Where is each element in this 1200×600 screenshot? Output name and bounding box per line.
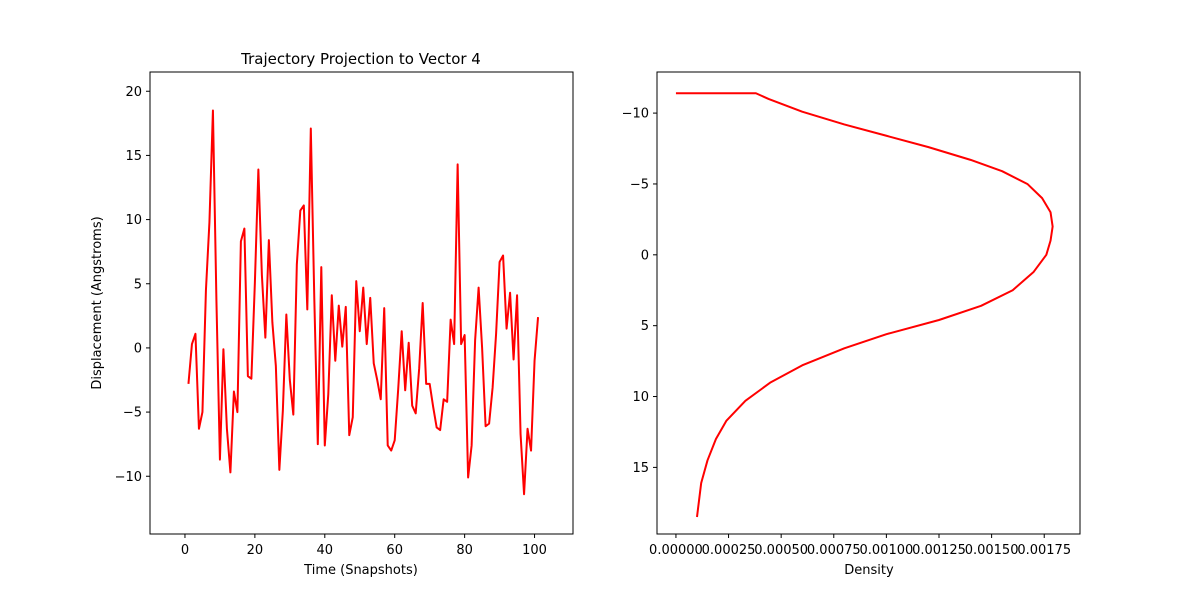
y-tick-label: 10	[632, 390, 649, 405]
data-line	[675, 92, 1054, 518]
x-tick-label: 0.00125	[912, 543, 966, 558]
y-tick-label: 5	[641, 319, 649, 334]
y-tick-label: 20	[125, 85, 142, 100]
x-tick-label: 20	[247, 543, 264, 558]
density-x-axis-label: Density	[844, 563, 894, 578]
x-tick-label: 100	[522, 543, 547, 558]
y-tick-label: 10	[125, 213, 142, 228]
trajectory-panel: Trajectory Projection to Vector 4 0 20 40 6…	[90, 50, 574, 578]
y-tick-label: 0	[641, 248, 649, 263]
x-tick-label: 0.00000	[649, 543, 703, 558]
y-tick-label: 5	[134, 277, 142, 292]
y-tick-label: −10	[115, 470, 142, 485]
x-tick-label: 0.00175	[1017, 543, 1071, 558]
y-tick-label: −10	[622, 107, 649, 122]
x-tick-label: 40	[317, 543, 334, 558]
y-tick-label: 0	[134, 341, 142, 356]
x-tick-label: 60	[386, 543, 403, 558]
x-tick-label: 80	[456, 543, 473, 558]
y-tick-label: 15	[632, 461, 649, 476]
y-tick-label: −5	[630, 177, 649, 192]
x-tick-label: 0.00075	[807, 543, 861, 558]
density-plot-area: 0.000000.000250.000500.000750.001000.001…	[622, 71, 1081, 558]
chart-title: Trajectory Projection to Vector 4	[240, 50, 481, 68]
density-panel: 0.000000.000250.000500.000750.001000.001…	[622, 71, 1081, 578]
x-tick-label: 0.00150	[965, 543, 1019, 558]
plot-frame	[149, 71, 574, 535]
trajectory-plot-area: 0 20 40 60 80 100 −10 −5 0 5 10 15 20	[115, 71, 574, 558]
x-axis-label: Time (Snapshots)	[303, 563, 418, 578]
y-tick-label: −5	[123, 406, 142, 421]
data-line	[187, 109, 540, 496]
x-tick-label: 0	[181, 543, 189, 558]
y-tick-label: 15	[125, 149, 142, 164]
x-tick-label: 0.00100	[860, 543, 914, 558]
y-axis-label: Displacement (Angstroms)	[90, 216, 105, 389]
x-tick-label: 0.00050	[754, 543, 808, 558]
plot-frame	[656, 71, 1081, 535]
x-tick-label: 0.00025	[702, 543, 756, 558]
